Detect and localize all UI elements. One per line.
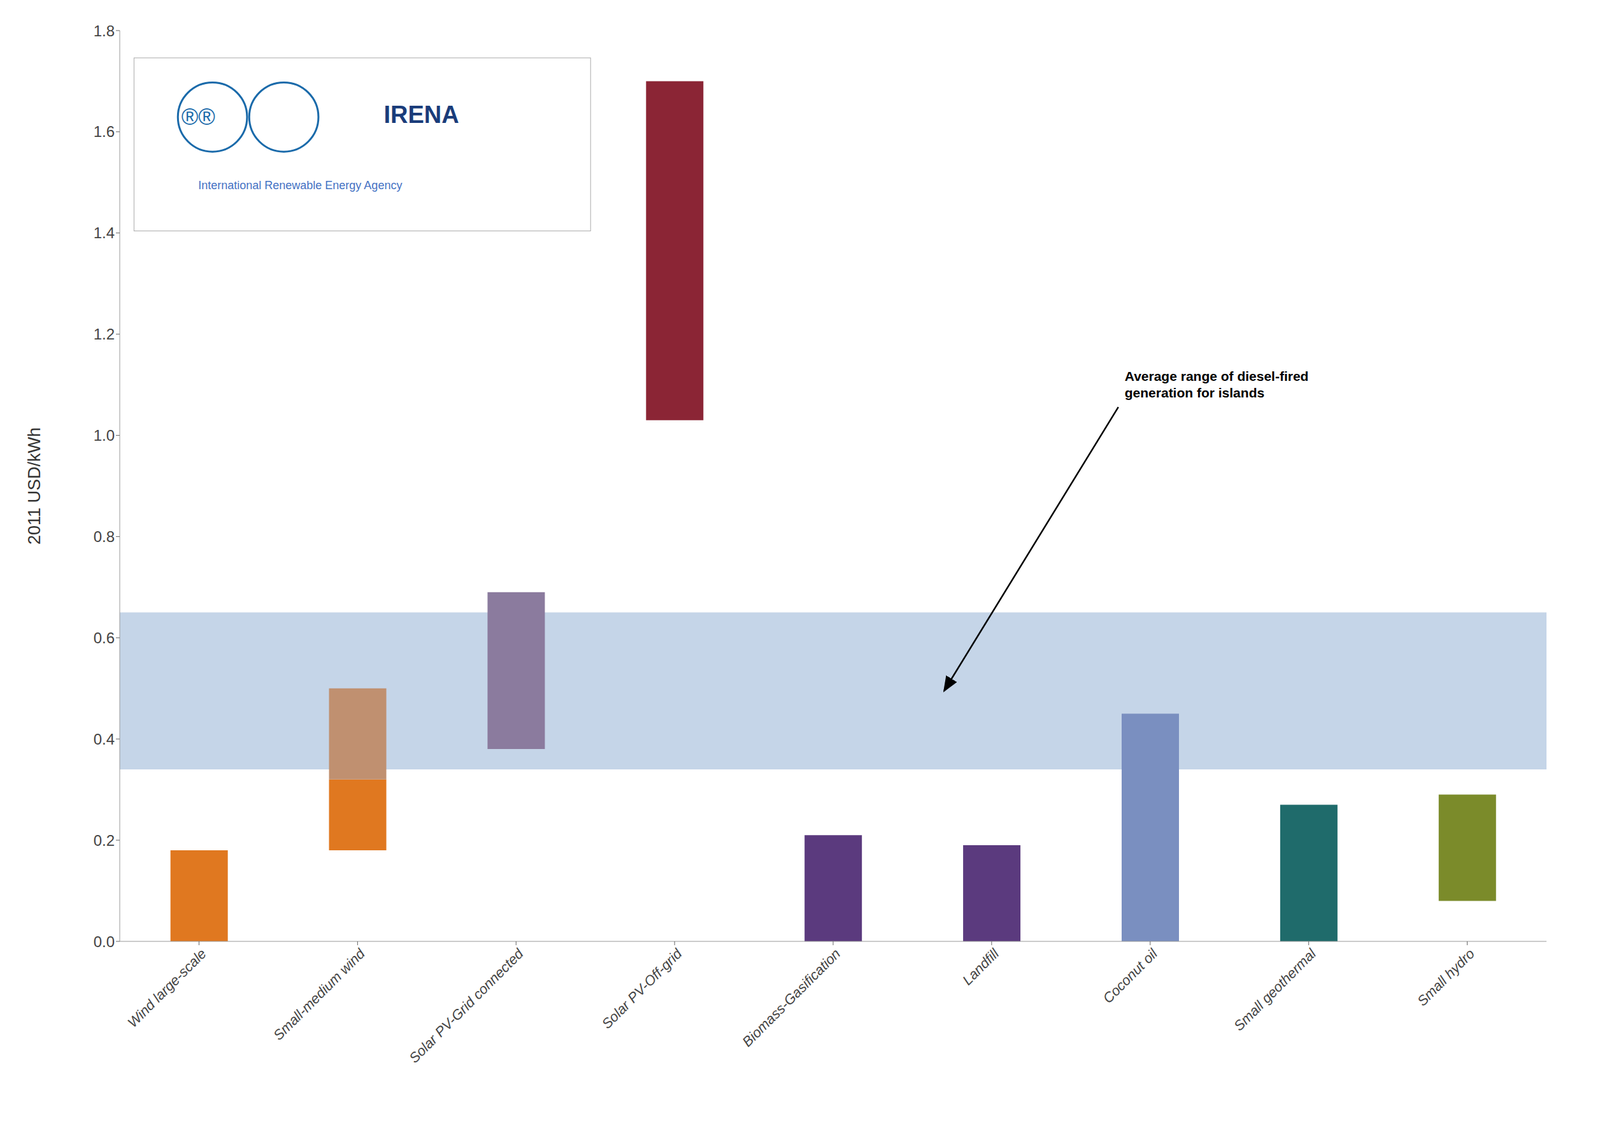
svg-text:0.6: 0.6 [93, 629, 115, 647]
svg-text:1.2: 1.2 [93, 325, 115, 343]
svg-text:IRENA: IRENA [383, 101, 459, 129]
svg-text:Coconut oil: Coconut oil [1100, 945, 1162, 1007]
svg-text:Biomass-Gasification: Biomass-Gasification [738, 945, 844, 1051]
svg-text:0.0: 0.0 [93, 933, 115, 951]
svg-text:0.4: 0.4 [93, 730, 115, 748]
svg-text:1.6: 1.6 [93, 122, 115, 141]
svg-text:Landfill: Landfill [959, 945, 1003, 989]
svg-text:Small hydro: Small hydro [1414, 945, 1478, 1010]
svg-text:1.4: 1.4 [93, 224, 115, 242]
svg-text:Small-medium wind: Small-medium wind [270, 945, 369, 1044]
svg-text:®®: ®® [181, 103, 216, 130]
svg-text:Average range of diesel-firedg: Average range of diesel-firedgeneration … [1124, 368, 1309, 400]
svg-text:Wind large-scale: Wind large-scale [124, 945, 209, 1031]
svg-text:Solar PV-Grid connected: Solar PV-Grid connected [405, 945, 527, 1067]
svg-text:2011 USD/kWh: 2011 USD/kWh [24, 427, 44, 545]
svg-text:International Renewable Energy: International Renewable Energy Agency [198, 178, 402, 192]
svg-text:Small geothermal: Small geothermal [1230, 945, 1320, 1035]
svg-text:1.0: 1.0 [93, 426, 115, 444]
svg-text:0.8: 0.8 [93, 528, 115, 546]
svg-text:Solar PV-Off-grid: Solar PV-Off-grid [598, 945, 686, 1032]
svg-text:1.8: 1.8 [93, 22, 115, 40]
svg-text:0.2: 0.2 [93, 831, 115, 850]
